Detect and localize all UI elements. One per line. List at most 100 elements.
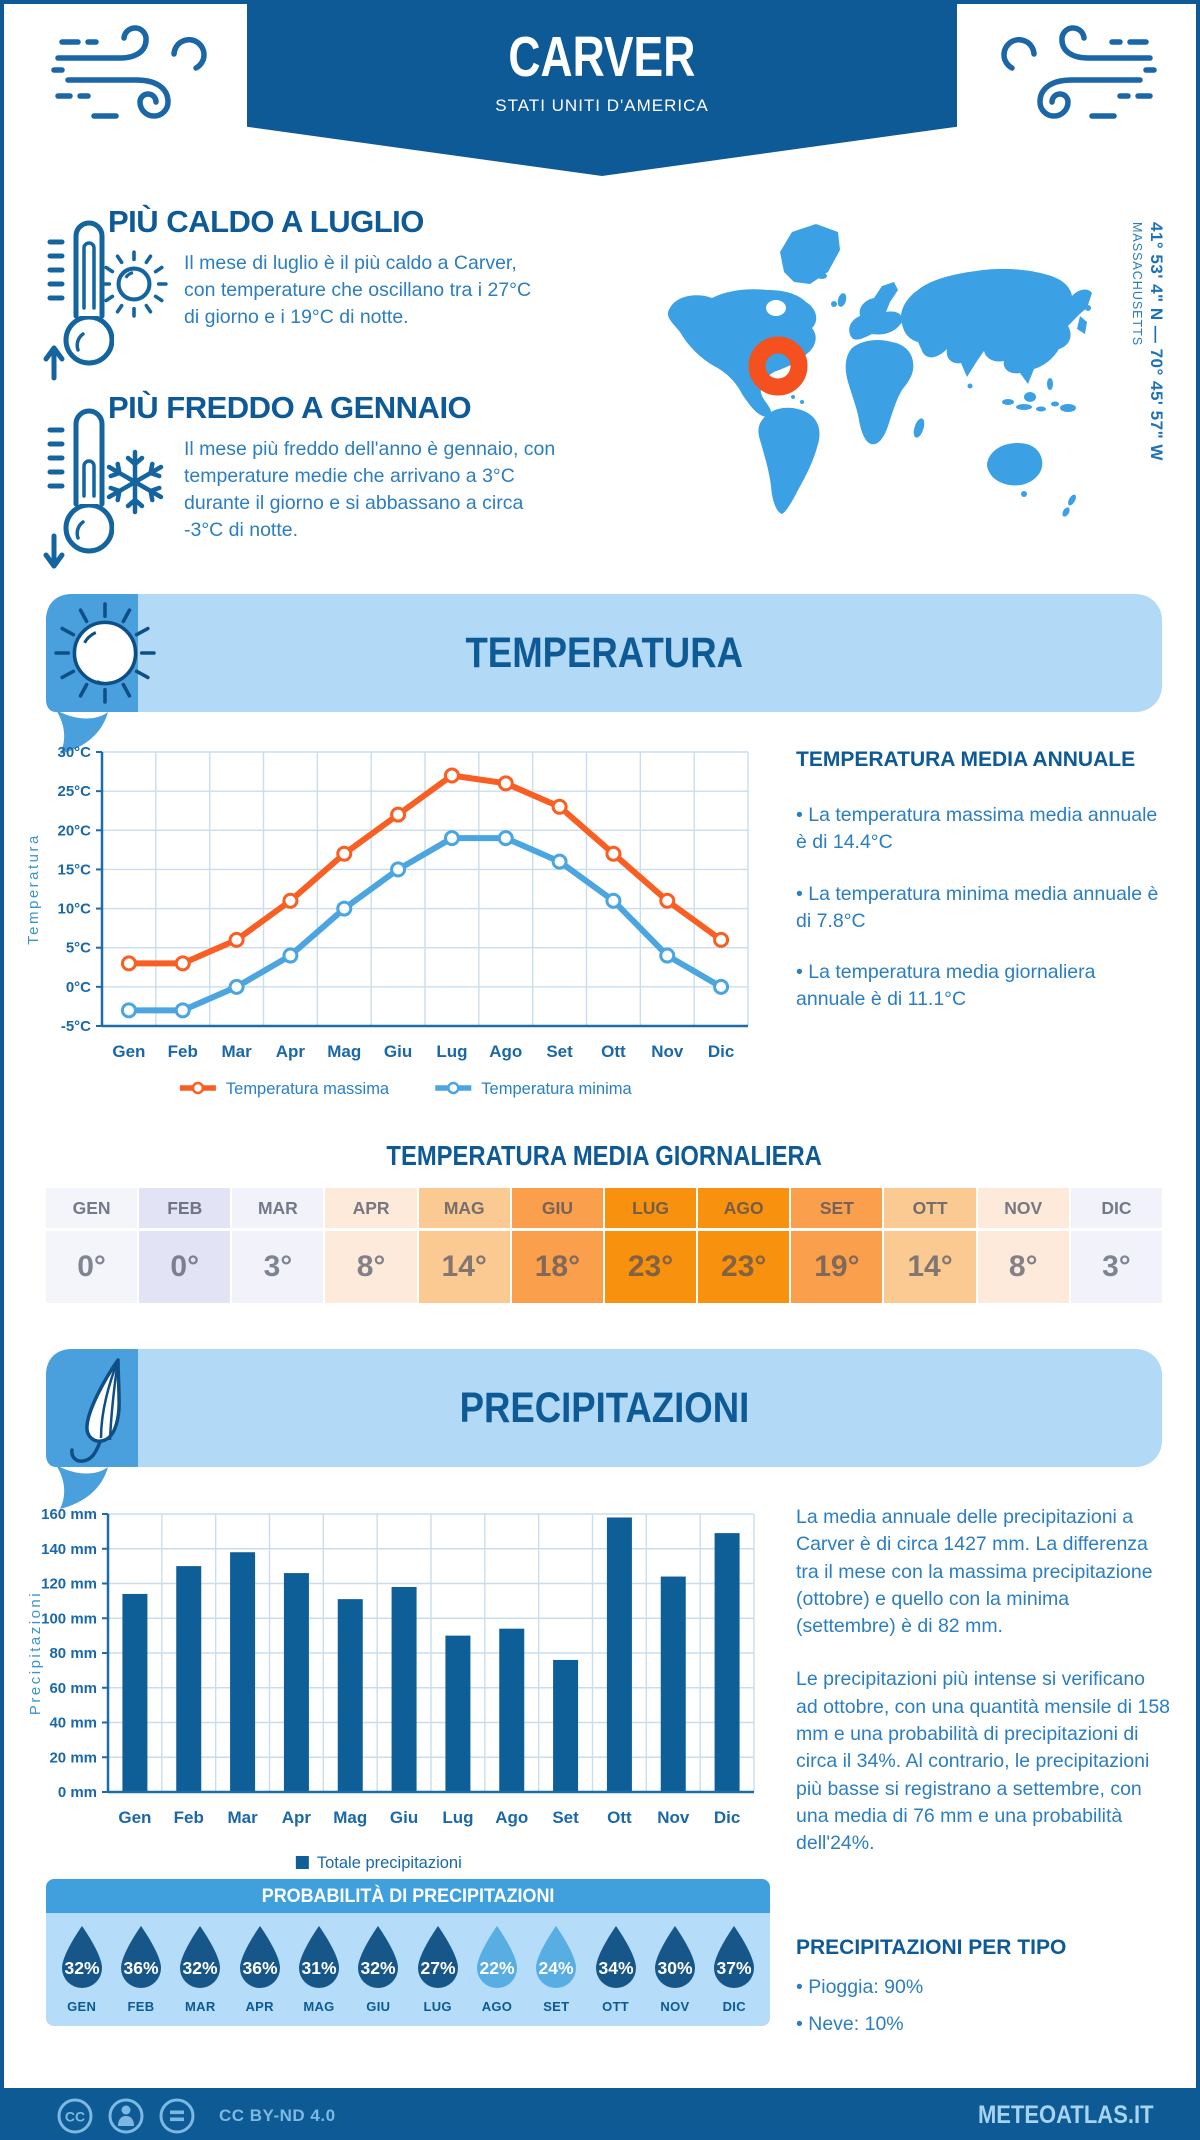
daily-month-cell: MAG xyxy=(418,1188,510,1228)
svg-text:60 mm: 60 mm xyxy=(49,1680,97,1697)
svg-text:Ott: Ott xyxy=(607,1808,632,1827)
license-label: CC BY-ND 4.0 xyxy=(219,2106,336,2125)
wind-icon xyxy=(51,25,207,119)
probability-drop: 31% MAG xyxy=(291,1923,347,2014)
footer: CC CC BY-ND 4.0 METEOATLAS.IT xyxy=(4,2088,1196,2136)
daily-temperature-table: GEN FEB MAR APR MAG GIU LUG AGO SET OTT NOV DIC 0° 0°… xyxy=(46,1188,1162,1303)
thermometer-down-icon xyxy=(43,408,114,569)
probability-month-label: AGO xyxy=(481,1999,513,2014)
probability-drop: 34% OTT xyxy=(588,1923,644,2014)
probability-month-label: GIU xyxy=(366,1999,391,2014)
brand-label: METEOATLAS.IT xyxy=(978,2101,1154,2129)
svg-text:80 mm: 80 mm xyxy=(49,1645,97,1662)
svg-text:32%: 32% xyxy=(183,1958,218,1978)
annual-bullet: • La temperatura minima media annuale è … xyxy=(796,882,1159,932)
svg-text:5°C: 5°C xyxy=(66,940,91,957)
probability-drop: 36% FEB xyxy=(113,1923,169,2014)
water-drop-icon: 32% xyxy=(358,1926,399,1988)
svg-text:Gen: Gen xyxy=(118,1808,151,1827)
svg-text:37%: 37% xyxy=(717,1958,752,1978)
precipitation-probability-box: PROBABILITÀ DI PRECIPITAZIONI 32% GEN 36… xyxy=(46,1879,770,2026)
probability-month-label: FEB xyxy=(127,1999,155,2014)
wind-icon xyxy=(1001,25,1157,119)
svg-text:0°C: 0°C xyxy=(66,979,91,996)
water-drop-icon: 37% xyxy=(714,1926,755,1988)
daily-value-cell: 14° xyxy=(418,1231,510,1303)
precipitation-type-item: • Pioggia: 90% xyxy=(796,1976,924,1998)
precipitation-probability-drops: 32% GEN 36% FEB 32% MAR 36% APR xyxy=(46,1913,770,2026)
daily-temperature-title: TEMPERATURA MEDIA GIORNALIERA xyxy=(386,1140,822,1171)
svg-text:32%: 32% xyxy=(361,1958,396,1978)
svg-text:Giu: Giu xyxy=(390,1808,418,1827)
svg-text:40 mm: 40 mm xyxy=(49,1715,97,1732)
daily-month-cell: DIC xyxy=(1070,1188,1162,1228)
probability-month-label: GEN xyxy=(67,1999,97,2014)
svg-text:15°C: 15°C xyxy=(57,861,91,878)
water-drop-icon: 36% xyxy=(120,1926,161,1988)
svg-text:Dic: Dic xyxy=(714,1808,740,1827)
svg-text:Dic: Dic xyxy=(708,1042,734,1061)
precipitation-paragraph-1: La media annuale delle precipitazioni a … xyxy=(796,1506,1153,1638)
water-drop-icon: 32% xyxy=(61,1926,102,1988)
svg-text:Mar: Mar xyxy=(221,1042,252,1061)
daily-value-cell: 19° xyxy=(791,1231,883,1303)
daily-month-cell: SET xyxy=(791,1188,883,1228)
water-drop-icon: 30% xyxy=(654,1926,695,1988)
water-drop-icon: 36% xyxy=(239,1926,280,1988)
annual-temperature-title: TEMPERATURA MEDIA ANNUALE xyxy=(796,748,1136,771)
location-marker xyxy=(748,336,808,396)
probability-month-label: SET xyxy=(543,1999,570,2014)
svg-text:Mar: Mar xyxy=(227,1808,258,1827)
svg-text:Ott: Ott xyxy=(601,1042,626,1061)
daily-value-cell: 18° xyxy=(511,1231,603,1303)
svg-text:Nov: Nov xyxy=(657,1808,690,1827)
thermometer-up-icon xyxy=(43,220,114,381)
precipitation-types-block: PRECIPITAZIONI PER TIPO • Pioggia: 90% • … xyxy=(796,1936,1164,2049)
daily-value-cell: 8° xyxy=(325,1231,417,1303)
coordinates-label: 41° 53' 4" N — 70° 45' 57" W MASSACHUSET… xyxy=(1128,222,1166,552)
precipitation-probability-title: PROBABILITÀ DI PRECIPITAZIONI xyxy=(46,1879,770,1913)
water-drop-icon: 32% xyxy=(180,1926,221,1988)
svg-text:25°C: 25°C xyxy=(57,783,91,800)
svg-text:22%: 22% xyxy=(479,1958,514,1978)
svg-text:-5°C: -5°C xyxy=(61,1018,91,1035)
coordinates-value: 41° 53' 4" N — 70° 45' 57" W xyxy=(1147,222,1166,461)
svg-text:Apr: Apr xyxy=(276,1042,306,1061)
daily-month-cell: NOV xyxy=(977,1188,1069,1228)
daily-value-cell: 8° xyxy=(977,1231,1069,1303)
svg-text:120 mm: 120 mm xyxy=(41,1576,97,1593)
probability-month-label: NOV xyxy=(660,1999,690,2014)
svg-text:30%: 30% xyxy=(657,1958,692,1978)
svg-text:140 mm: 140 mm xyxy=(41,1541,97,1558)
svg-text:Temperatura massima: Temperatura massima xyxy=(226,1080,390,1098)
svg-text:Nov: Nov xyxy=(651,1042,684,1061)
cc-by-icon xyxy=(108,2098,144,2134)
daily-month-cell: LUG xyxy=(604,1188,697,1228)
probability-drop: 27% LUG xyxy=(410,1923,466,2014)
probability-drop: 37% DIC xyxy=(706,1923,762,2014)
world-map xyxy=(667,224,1092,517)
svg-text:Mag: Mag xyxy=(333,1808,367,1827)
probability-drop: 22% AGO xyxy=(469,1923,525,2014)
svg-text:20°C: 20°C xyxy=(57,822,91,839)
precipitation-types-list: • Pioggia: 90% • Neve: 10% xyxy=(796,1974,1164,2039)
daily-month-cell: APR xyxy=(325,1188,417,1228)
temperature-section-banner xyxy=(46,594,1162,712)
probability-month-label: DIC xyxy=(722,1999,746,2014)
daily-month-cell: FEB xyxy=(139,1188,231,1228)
svg-text:CC: CC xyxy=(65,2109,85,2125)
svg-text:Gen: Gen xyxy=(112,1042,145,1061)
svg-text:Ago: Ago xyxy=(495,1808,528,1827)
header-banner: CARVER STATI UNITI D'AMERICA xyxy=(247,4,957,176)
svg-text:Set: Set xyxy=(552,1808,579,1827)
annual-temperature-bullets: • La temperatura massima media annuale è… xyxy=(796,802,1168,1014)
probability-drop: 32% MAR xyxy=(172,1923,228,2014)
daily-value-cell: 3° xyxy=(232,1231,324,1303)
water-drop-icon: 24% xyxy=(536,1926,577,1988)
page-title: CARVER xyxy=(508,25,696,89)
annual-temperature-block: TEMPERATURA MEDIA ANNUALE • La temperatu… xyxy=(796,748,1168,1038)
svg-text:36%: 36% xyxy=(242,1958,277,1978)
temperature-section-title: TEMPERATURA xyxy=(465,629,743,677)
hot-month-text: Il mese di luglio è il più caldo a Carve… xyxy=(184,252,532,328)
svg-text:0 mm: 0 mm xyxy=(58,1784,97,1801)
